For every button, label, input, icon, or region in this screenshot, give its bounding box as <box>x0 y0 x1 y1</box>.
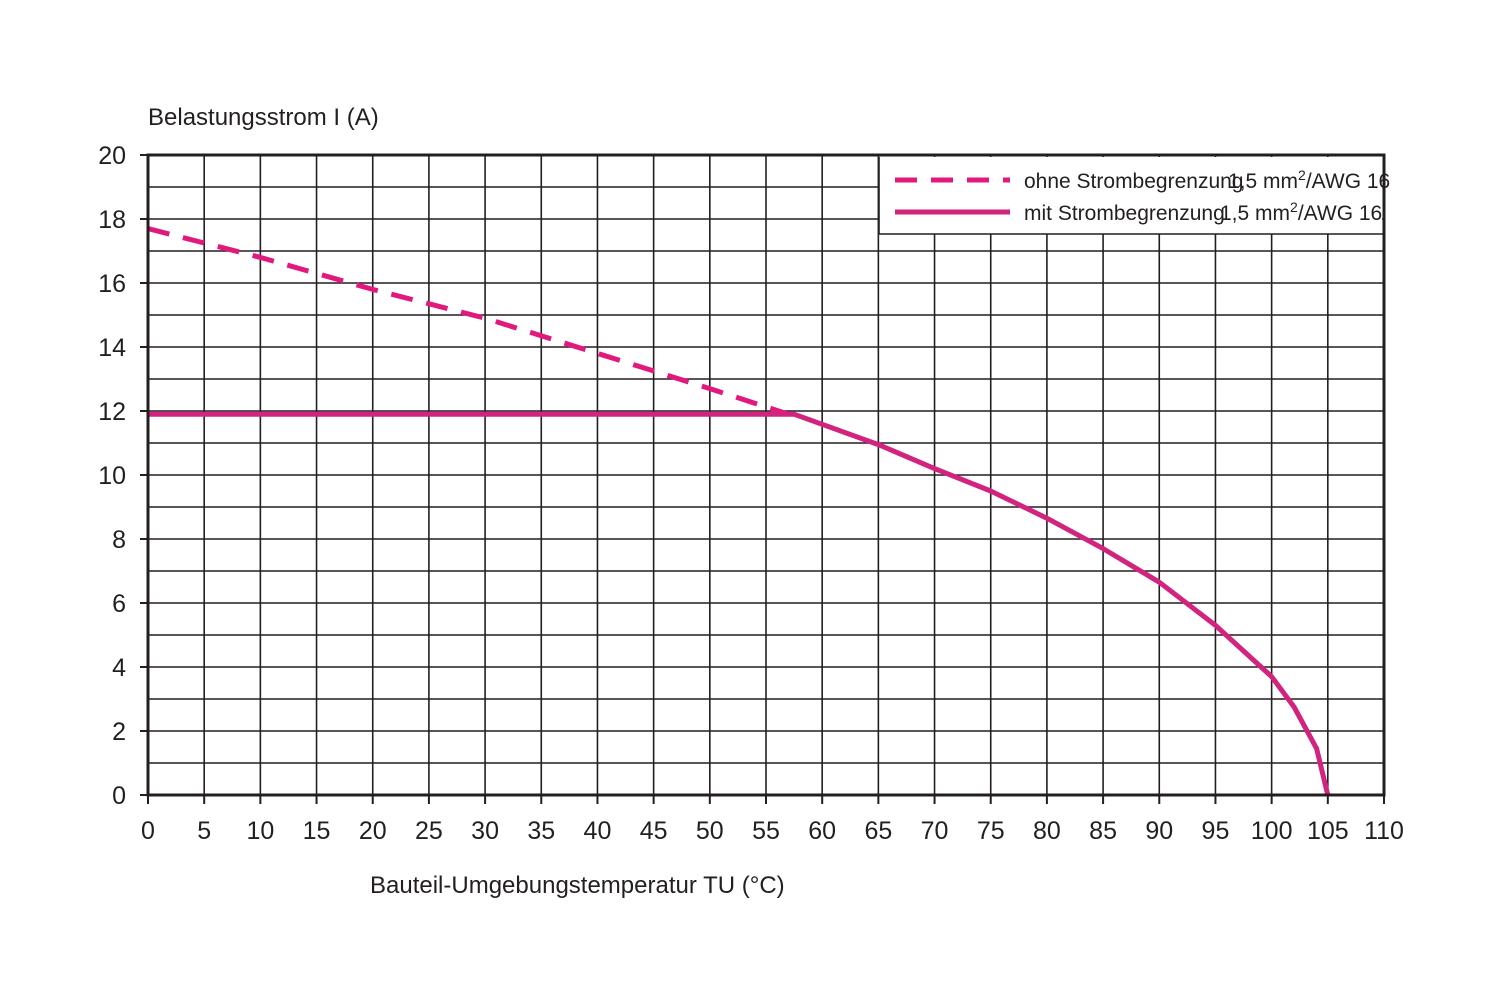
x-tick-label: 90 <box>1145 817 1173 845</box>
x-tick-label: 0 <box>141 817 155 845</box>
y-tick-label: 0 <box>112 782 126 810</box>
x-tick-label: 105 <box>1307 817 1349 845</box>
x-tick-label: 70 <box>921 817 949 845</box>
x-tick-label: 85 <box>1089 817 1117 845</box>
x-tick-label: 95 <box>1202 817 1230 845</box>
x-tick-label: 25 <box>415 817 443 845</box>
x-tick-label: 100 <box>1251 817 1293 845</box>
y-tick-label: 20 <box>98 142 126 170</box>
y-tick-label: 18 <box>98 206 126 234</box>
x-tick-label: 5 <box>197 817 211 845</box>
y-tick-label: 16 <box>98 270 126 298</box>
x-tick-label: 30 <box>471 817 499 845</box>
x-tick-label: 35 <box>527 817 555 845</box>
x-tick-label: 80 <box>1033 817 1061 845</box>
plot-frame <box>146 153 1386 797</box>
series-line-2 <box>148 411 1331 796</box>
legend-spec-2: 1,5 mm2/AWG 16 <box>1220 199 1382 225</box>
y-tick-labels: 0 2 4 6 8 10 12 14 16 18 20 <box>98 142 148 810</box>
series-lines <box>147 226 1331 796</box>
x-axis-title: Bauteil-Umgebungstemperatur TU (°C) <box>370 872 785 899</box>
x-tick-label: 65 <box>864 817 892 845</box>
y-axis-title: Belastungsstrom I (A) <box>148 104 379 131</box>
y-tick-label: 12 <box>98 398 126 426</box>
x-tick-label: 55 <box>752 817 780 845</box>
x-tick-labels: 0 5 10 15 20 25 30 35 40 45 50 55 60 65 70 75 80 85 90 95 10… <box>141 795 1404 845</box>
x-tick-label: 75 <box>977 817 1005 845</box>
y-tick-label: 4 <box>112 654 126 682</box>
series-line-1 <box>147 226 790 417</box>
y-tick-label: 2 <box>112 718 126 746</box>
legend-spec-1: 1,5 mm2/AWG 16 <box>1228 167 1390 193</box>
x-tick-label: 50 <box>696 817 724 845</box>
x-tick-label: 110 <box>1364 817 1404 845</box>
x-tick-label: 20 <box>359 817 387 845</box>
x-tick-label: 40 <box>584 817 612 845</box>
legend-label-1: ohne Strombegrenzung <box>1024 170 1244 193</box>
grid <box>148 155 1384 795</box>
y-tick-label: 10 <box>98 462 126 490</box>
x-tick-label: 15 <box>303 817 331 845</box>
x-tick-label: 45 <box>640 817 668 845</box>
legend-box <box>879 157 1382 234</box>
x-tick-label: 60 <box>808 817 836 845</box>
legend-label-2: mit Strombegrenzung <box>1024 202 1225 225</box>
y-tick-label: 6 <box>112 590 126 618</box>
y-tick-label: 8 <box>112 526 126 554</box>
x-tick-label: 10 <box>246 817 274 845</box>
y-tick-label: 14 <box>98 334 126 362</box>
